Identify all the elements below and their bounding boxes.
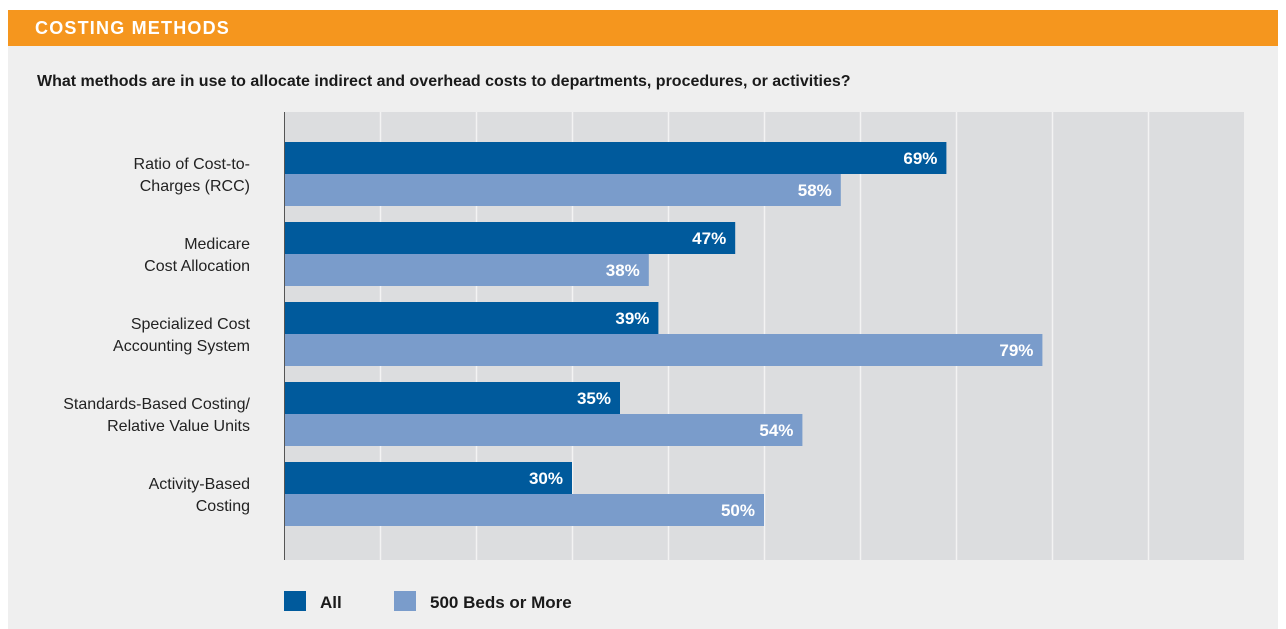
category-label: Standards-Based Costing/Relative Value U… bbox=[63, 396, 250, 435]
bar bbox=[285, 462, 572, 494]
bar bbox=[285, 142, 947, 174]
bar bbox=[285, 174, 841, 206]
bar-value-label: 50% bbox=[721, 501, 755, 520]
category-label: Medicare Cost Allocation bbox=[144, 236, 250, 275]
category-label: Specialized Cost Accounting System bbox=[113, 316, 251, 355]
bar bbox=[285, 334, 1043, 366]
bar-value-label: 69% bbox=[903, 149, 937, 168]
bar bbox=[285, 254, 649, 286]
bar-value-label: 79% bbox=[999, 341, 1033, 360]
bar bbox=[285, 414, 803, 446]
bar bbox=[285, 494, 764, 526]
bar-value-label: 54% bbox=[759, 421, 793, 440]
legend: All 500 Beds or More bbox=[284, 591, 572, 612]
bar bbox=[285, 382, 620, 414]
bar bbox=[285, 222, 736, 254]
bar-value-label: 30% bbox=[529, 469, 563, 488]
legend-swatch bbox=[284, 591, 306, 611]
bar-value-label: 38% bbox=[606, 261, 640, 280]
category-label: Ratio of Cost-to-Charges (RCC) bbox=[134, 156, 250, 195]
category-labels: Ratio of Cost-to-Charges (RCC) Medicare Co… bbox=[63, 156, 250, 515]
section-header: COSTING METHODS bbox=[8, 10, 1278, 46]
chart-question: What methods are in use to allocate indi… bbox=[37, 73, 851, 90]
bar-value-label: 39% bbox=[615, 309, 649, 328]
bar bbox=[285, 302, 659, 334]
bars: 69% 58% 47% 38% 39% 79% 35% 54% 30% 50% bbox=[285, 142, 1043, 526]
legend-label: All bbox=[320, 593, 342, 612]
bar-value-label: 58% bbox=[798, 181, 832, 200]
bar-value-label: 35% bbox=[577, 389, 611, 408]
section-title: COSTING METHODS bbox=[35, 18, 231, 38]
legend-swatch bbox=[394, 591, 416, 611]
bar-value-label: 47% bbox=[692, 229, 726, 248]
legend-label: 500 Beds or More bbox=[430, 593, 572, 612]
category-label: Activity-Based Costing bbox=[149, 476, 250, 515]
